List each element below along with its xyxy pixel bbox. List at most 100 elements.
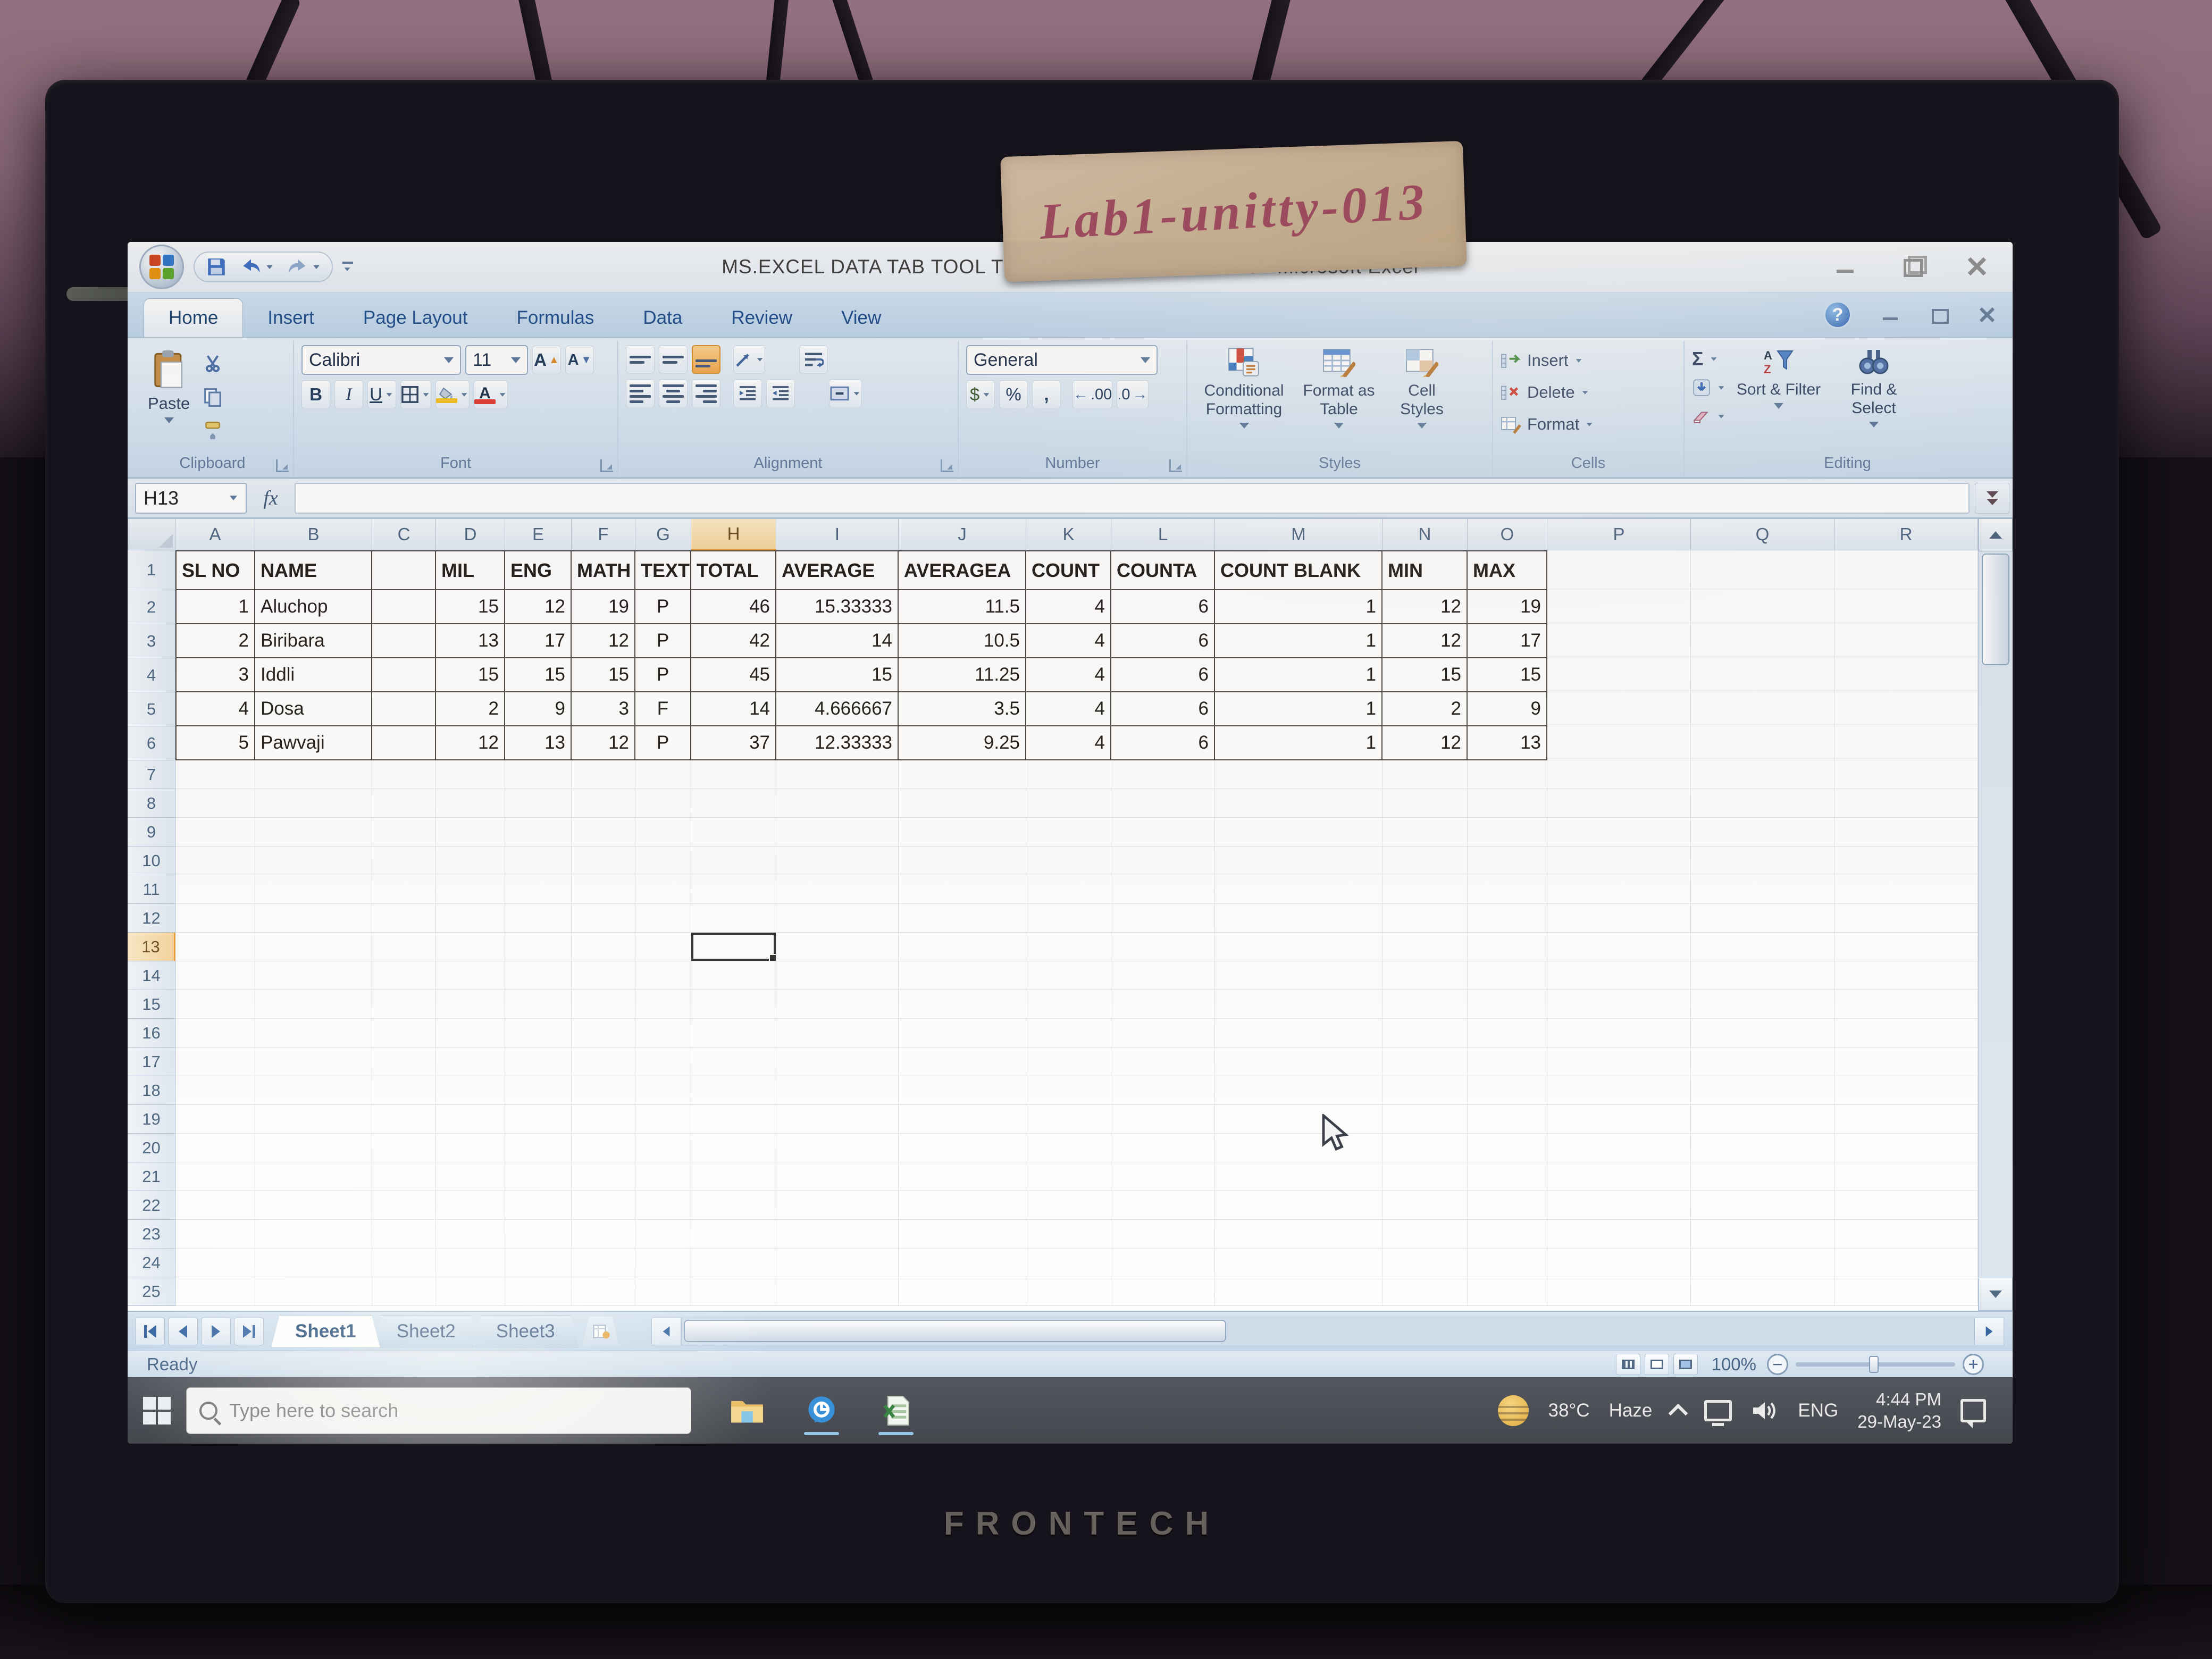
grid-cell-I6[interactable]: 12.33333 [776, 726, 899, 760]
grid-cell-O12[interactable] [1468, 904, 1547, 933]
grid-cell-L11[interactable] [1111, 875, 1215, 904]
grid-cell-D5[interactable]: 2 [436, 692, 505, 726]
column-header-K[interactable]: K [1026, 518, 1111, 550]
grid-cell-M13[interactable] [1215, 933, 1382, 961]
align-left-button[interactable] [626, 379, 655, 408]
column-header-G[interactable]: G [635, 518, 691, 550]
wrap-text-button[interactable] [799, 345, 828, 374]
grid-cell-D18[interactable] [436, 1076, 505, 1105]
horizontal-scroll-thumb[interactable] [683, 1319, 1227, 1342]
grid-cell-G10[interactable] [635, 847, 691, 875]
paste-button[interactable]: Paste [139, 345, 198, 429]
grid-cell-O24[interactable] [1468, 1249, 1547, 1277]
grid-cell-I17[interactable] [776, 1048, 899, 1076]
grid-cell-F16[interactable] [572, 1019, 635, 1048]
grid-cell-M15[interactable] [1215, 990, 1382, 1019]
grid-cell-Q25[interactable] [1691, 1277, 1834, 1306]
column-header-R[interactable]: R [1834, 518, 1978, 550]
grid-cell-D10[interactable] [436, 847, 505, 875]
grid-cell-K3[interactable]: 4 [1026, 624, 1111, 658]
grid-cell-H17[interactable] [691, 1048, 776, 1076]
grid-cell-H5[interactable]: 14 [691, 692, 776, 726]
grid-cell-E25[interactable] [505, 1277, 572, 1306]
grid-cell-Q16[interactable] [1691, 1019, 1834, 1048]
grid-cell-R25[interactable] [1834, 1277, 1978, 1306]
row-header-8[interactable]: 8 [128, 789, 175, 818]
grid-cell-G15[interactable] [635, 990, 691, 1019]
grid-cell-H12[interactable] [691, 904, 776, 933]
grid-cell-G13[interactable] [635, 933, 691, 961]
grid-cell-P2[interactable] [1547, 590, 1691, 624]
tab-formulas[interactable]: Formulas [516, 307, 594, 328]
grid-cell-J2[interactable]: 11.5 [899, 590, 1026, 624]
grid-cell-F6[interactable]: 12 [572, 726, 635, 760]
grid-cell-F1[interactable]: MATH [572, 550, 635, 590]
grid-cell-F7[interactable] [572, 760, 635, 789]
grid-cell-M3[interactable]: 1 [1215, 624, 1382, 658]
grid-cell-D2[interactable]: 15 [436, 590, 505, 624]
grid-cell-F4[interactable]: 15 [572, 658, 635, 692]
grid-cell-J12[interactable] [899, 904, 1026, 933]
grid-cell-D24[interactable] [436, 1249, 505, 1277]
grid-cell-L20[interactable] [1111, 1134, 1215, 1162]
grid-cell-R23[interactable] [1834, 1220, 1978, 1249]
grid-cell-M7[interactable] [1215, 760, 1382, 789]
find-select-button[interactable]: Find & Select [1831, 345, 1916, 430]
grid-cell-Q1[interactable] [1691, 550, 1834, 590]
weather-temp[interactable]: 38°C [1548, 1400, 1590, 1421]
grid-cell-O20[interactable] [1468, 1134, 1547, 1162]
grid-cell-A8[interactable] [175, 789, 255, 818]
grid-cell-F12[interactable] [572, 904, 635, 933]
grid-cell-O4[interactable]: 15 [1468, 658, 1547, 692]
grid-cell-L9[interactable] [1111, 818, 1215, 847]
grid-cell-D14[interactable] [436, 961, 505, 990]
number-dialog-launcher[interactable] [1169, 459, 1182, 472]
grid-cell-E14[interactable] [505, 961, 572, 990]
zoom-slider-thumb[interactable] [1869, 1355, 1879, 1373]
tab-insert[interactable]: Insert [267, 307, 314, 328]
column-header-P[interactable]: P [1547, 518, 1691, 550]
grid-cell-K19[interactable] [1026, 1105, 1111, 1134]
grid-cell-A7[interactable] [175, 760, 255, 789]
grid-cell-G1[interactable]: TEXT [635, 550, 691, 590]
grid-cell-L24[interactable] [1111, 1249, 1215, 1277]
conditional-formatting-button[interactable]: Conditional Formatting [1195, 345, 1293, 431]
grid-cell-E20[interactable] [505, 1134, 572, 1162]
grid-cell-R10[interactable] [1834, 847, 1978, 875]
grid-cell-J24[interactable] [899, 1249, 1026, 1277]
grid-cell-E8[interactable] [505, 789, 572, 818]
grid-cell-A10[interactable] [175, 847, 255, 875]
grid-cell-I7[interactable] [776, 760, 899, 789]
grid-cell-J10[interactable] [899, 847, 1026, 875]
grid-cell-A19[interactable] [175, 1105, 255, 1134]
grid-cell-B12[interactable] [255, 904, 372, 933]
grid-cell-N2[interactable]: 12 [1382, 590, 1468, 624]
format-cells-button[interactable]: Format [1501, 409, 1676, 440]
row-header-25[interactable]: 25 [128, 1277, 175, 1306]
grid-cell-I23[interactable] [776, 1220, 899, 1249]
grid-cell-A14[interactable] [175, 961, 255, 990]
grid-cell-I22[interactable] [776, 1191, 899, 1220]
grid-cell-F15[interactable] [572, 990, 635, 1019]
grid-cell-C15[interactable] [372, 990, 436, 1019]
grid-cell-P19[interactable] [1547, 1105, 1691, 1134]
grid-cell-N8[interactable] [1382, 789, 1468, 818]
grid-cell-I25[interactable] [776, 1277, 899, 1306]
grid-cell-C24[interactable] [372, 1249, 436, 1277]
grid-cell-J11[interactable] [899, 875, 1026, 904]
grid-cell-K10[interactable] [1026, 847, 1111, 875]
grid-cell-B9[interactable] [255, 818, 372, 847]
grid-cell-J8[interactable] [899, 789, 1026, 818]
grid-cell-O15[interactable] [1468, 990, 1547, 1019]
grid-cell-J17[interactable] [899, 1048, 1026, 1076]
grid-cell-E18[interactable] [505, 1076, 572, 1105]
grid-cell-G12[interactable] [635, 904, 691, 933]
grid-cell-I16[interactable] [776, 1019, 899, 1048]
decrease-indent-button[interactable] [733, 379, 762, 408]
grid-cell-N7[interactable] [1382, 760, 1468, 789]
grid-cell-F24[interactable] [572, 1249, 635, 1277]
grid-cell-B23[interactable] [255, 1220, 372, 1249]
sort-filter-button[interactable]: A Z Sort & Filter [1733, 345, 1824, 411]
grid-cell-C18[interactable] [372, 1076, 436, 1105]
grid-cell-N19[interactable] [1382, 1105, 1468, 1134]
